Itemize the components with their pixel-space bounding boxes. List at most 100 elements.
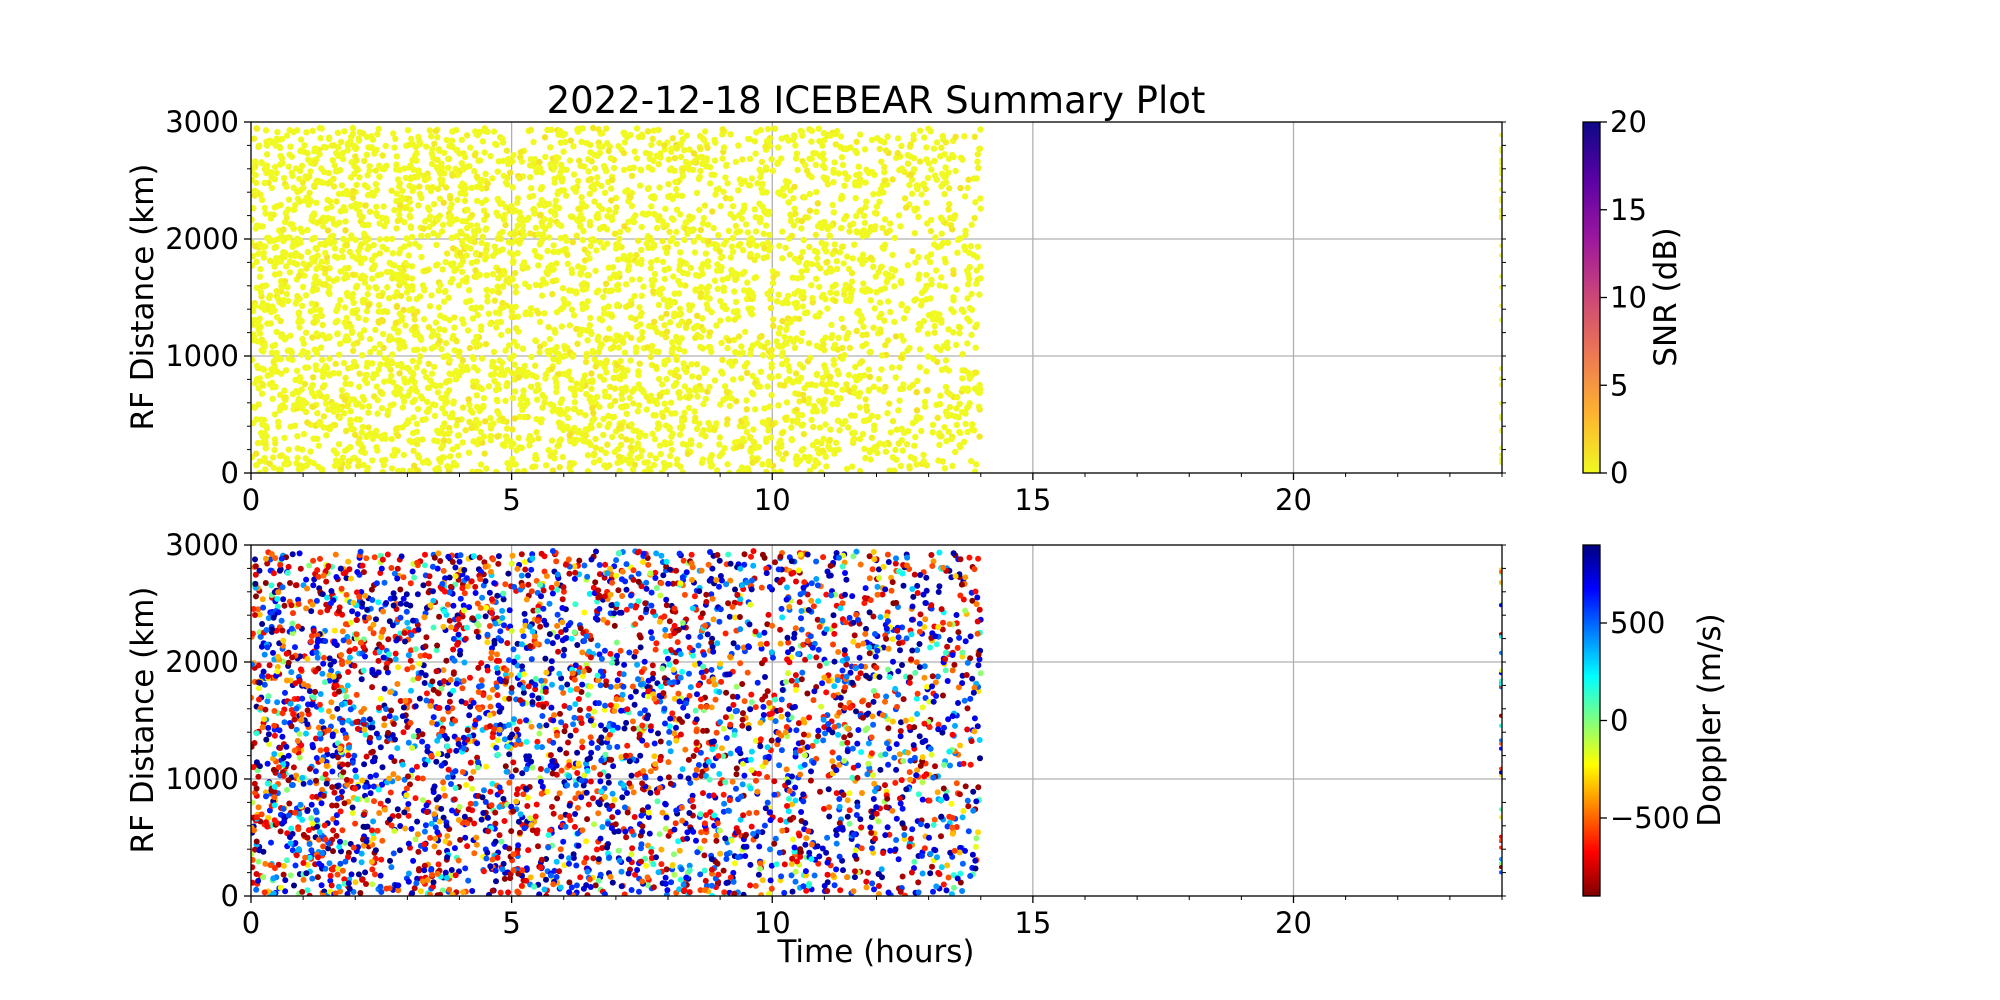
data-point bbox=[819, 162, 827, 169]
data-point bbox=[593, 180, 601, 187]
data-point bbox=[946, 185, 953, 192]
data-point bbox=[256, 330, 264, 337]
data-point bbox=[945, 428, 952, 435]
data-point bbox=[307, 308, 314, 315]
data-point bbox=[879, 224, 886, 232]
data-point bbox=[736, 211, 743, 219]
data-point bbox=[901, 832, 908, 838]
data-point bbox=[273, 255, 280, 262]
data-point bbox=[256, 273, 264, 280]
data-point bbox=[365, 409, 372, 416]
data-point bbox=[374, 410, 381, 417]
data-point bbox=[390, 379, 397, 386]
data-point bbox=[596, 143, 603, 150]
data-point bbox=[290, 184, 297, 191]
data-point bbox=[367, 348, 374, 356]
data-point bbox=[564, 423, 571, 430]
data-point bbox=[931, 816, 938, 823]
data-point bbox=[589, 347, 596, 355]
data-point bbox=[910, 131, 917, 139]
data-point bbox=[843, 465, 851, 473]
data-point bbox=[478, 199, 486, 207]
data-point bbox=[466, 344, 473, 352]
data-point bbox=[534, 396, 541, 403]
data-point bbox=[907, 171, 914, 178]
data-point bbox=[767, 243, 774, 251]
data-point bbox=[463, 363, 470, 371]
data-point bbox=[888, 265, 895, 273]
data-point bbox=[420, 225, 427, 232]
data-point bbox=[786, 367, 793, 374]
data-point bbox=[829, 332, 836, 339]
data-point bbox=[442, 340, 450, 347]
data-point bbox=[570, 351, 577, 359]
data-point bbox=[473, 392, 480, 399]
data-point bbox=[272, 163, 279, 171]
late-data-point bbox=[1499, 401, 1502, 406]
data-point bbox=[283, 234, 290, 241]
data-point bbox=[319, 670, 326, 677]
data-point bbox=[964, 340, 971, 347]
data-point bbox=[466, 163, 473, 170]
data-point bbox=[879, 244, 886, 251]
data-point bbox=[884, 410, 891, 417]
data-point bbox=[702, 395, 709, 403]
data-point bbox=[656, 139, 663, 147]
data-point bbox=[673, 366, 680, 374]
data-point bbox=[954, 249, 961, 256]
data-point bbox=[319, 718, 325, 725]
data-point bbox=[443, 378, 451, 385]
data-point bbox=[323, 393, 331, 401]
data-point bbox=[516, 175, 523, 182]
data-point bbox=[451, 314, 458, 321]
data-point bbox=[683, 441, 691, 448]
data-point bbox=[323, 258, 330, 266]
data-point bbox=[627, 444, 634, 451]
data-point bbox=[476, 468, 484, 473]
data-point bbox=[791, 183, 798, 190]
data-point bbox=[705, 419, 712, 427]
data-point bbox=[649, 342, 656, 350]
data-point bbox=[726, 613, 733, 620]
data-point bbox=[482, 249, 489, 256]
data-point bbox=[560, 187, 568, 194]
data-point bbox=[271, 204, 278, 211]
data-point bbox=[343, 323, 350, 330]
data-point bbox=[754, 252, 761, 259]
data-point bbox=[556, 204, 563, 212]
data-point bbox=[828, 321, 835, 329]
data-point bbox=[600, 293, 607, 301]
data-point bbox=[359, 221, 367, 228]
data-point bbox=[559, 353, 567, 360]
data-point bbox=[529, 192, 537, 200]
data-point bbox=[959, 367, 966, 374]
data-point bbox=[973, 280, 980, 287]
data-point bbox=[651, 397, 658, 405]
data-point bbox=[524, 264, 531, 271]
data-point bbox=[280, 175, 288, 182]
data-point bbox=[857, 207, 865, 214]
data-point bbox=[456, 348, 463, 355]
data-point bbox=[912, 433, 919, 441]
data-point bbox=[759, 180, 766, 187]
data-point bbox=[393, 190, 400, 197]
data-point bbox=[806, 467, 814, 473]
data-point bbox=[351, 163, 358, 170]
data-point bbox=[487, 152, 494, 160]
data-point bbox=[271, 411, 279, 418]
data-point bbox=[251, 262, 256, 269]
data-point bbox=[420, 368, 428, 375]
data-point bbox=[832, 141, 839, 148]
data-point bbox=[808, 282, 815, 289]
data-point bbox=[647, 392, 655, 400]
data-point bbox=[763, 468, 770, 473]
data-point bbox=[348, 203, 355, 210]
data-point bbox=[255, 318, 262, 325]
data-point bbox=[777, 640, 784, 647]
data-point bbox=[446, 370, 453, 377]
data-point bbox=[528, 353, 535, 361]
data-point bbox=[942, 139, 950, 146]
data-point bbox=[667, 237, 674, 245]
data-point bbox=[439, 405, 446, 412]
data-point bbox=[818, 469, 825, 473]
